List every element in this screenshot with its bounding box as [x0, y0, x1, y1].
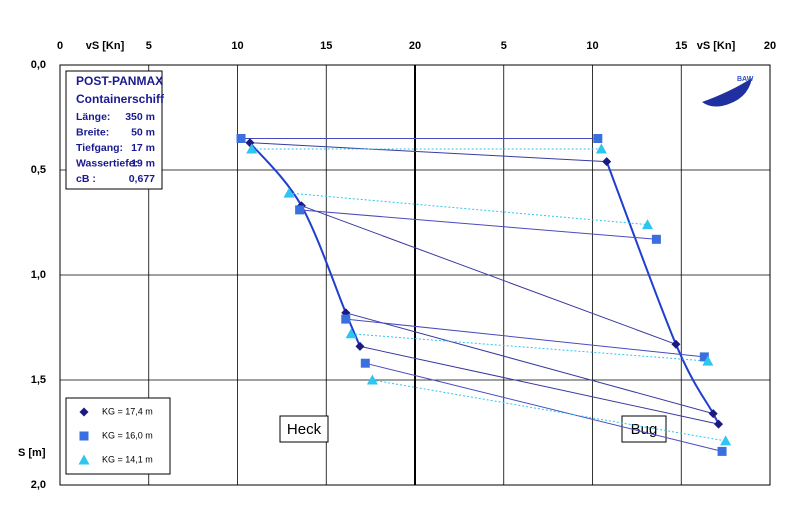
- legend-label: KG = 16,0 m: [102, 430, 153, 440]
- point: [236, 134, 246, 143]
- y-tick-label: 0,0: [31, 59, 46, 71]
- point: [714, 419, 724, 429]
- info-label: Länge:: [76, 111, 110, 123]
- legend-label: KG = 17,4 m: [102, 406, 153, 416]
- panel-label-frame: [279, 415, 329, 443]
- point: [360, 358, 370, 368]
- y-tick-label: 1,5: [31, 374, 46, 386]
- info-subtitle: Containerschiff: [76, 92, 165, 106]
- point: [355, 341, 365, 351]
- info-label: Breite:: [76, 126, 109, 138]
- info-value: 19 m: [131, 157, 155, 169]
- x-axis-label: vS [Kn]: [697, 40, 736, 52]
- point: [642, 219, 654, 230]
- x-tick-label: 0: [57, 40, 63, 52]
- legend-marker: [78, 454, 90, 465]
- connector-line: [249, 142, 607, 163]
- legend-marker: [79, 407, 89, 417]
- legend-label: KG = 14,1 m: [102, 454, 153, 464]
- connector-line: [345, 318, 705, 358]
- panel-label-frame: [621, 415, 667, 443]
- point: [671, 339, 681, 349]
- point: [283, 187, 295, 198]
- point: [366, 374, 378, 385]
- info-title: POST-PANMAX: [76, 74, 163, 88]
- logo: BAW: [702, 76, 754, 107]
- logo-shape: [702, 78, 752, 107]
- connector-line: [345, 312, 714, 415]
- info-value: 350 m: [125, 111, 155, 123]
- point: [651, 234, 661, 244]
- point: [295, 205, 305, 215]
- info-frame: [65, 70, 163, 190]
- point: [702, 355, 714, 366]
- panel-label: Heck: [287, 421, 322, 438]
- info-box: POST-PANMAX Containerschiff: [65, 70, 165, 190]
- x-tick-label: 20: [764, 40, 776, 52]
- connector-line: [299, 209, 657, 240]
- x-axis-label: vS [Kn]: [86, 40, 125, 52]
- info-label: cB :: [76, 173, 96, 185]
- connector-line: [365, 362, 723, 452]
- point: [699, 352, 709, 362]
- x-tick-label: 5: [501, 40, 507, 52]
- point: [717, 446, 727, 456]
- point: [602, 157, 612, 167]
- info-label: Wassertiefe:: [76, 157, 138, 169]
- connector-line: [359, 345, 719, 425]
- y-tick-label: 0,5: [31, 164, 46, 176]
- legend-marker: [79, 431, 89, 441]
- info-value: 17 m: [131, 142, 155, 154]
- x-tick-label: 15: [320, 40, 332, 52]
- x-tick-label: 10: [231, 40, 243, 52]
- logo-text: BAW: [737, 76, 754, 83]
- point: [720, 435, 732, 446]
- x-tick-label: 5: [146, 40, 152, 52]
- trend-curve: [249, 142, 361, 347]
- info-value: 0,677: [129, 173, 155, 185]
- info-label: Tiefgang:: [76, 142, 123, 154]
- y-tick-label: 2,0: [31, 479, 46, 491]
- point: [595, 143, 607, 154]
- x-tick-label: 15: [675, 40, 687, 52]
- point: [246, 143, 258, 154]
- y-tick-label: 1,0: [31, 269, 46, 281]
- x-tick-label: 20: [409, 40, 421, 52]
- x-tick-label: 10: [586, 40, 598, 52]
- point: [345, 328, 357, 339]
- connector-line: [301, 205, 677, 345]
- info-value: 50 m: [131, 126, 155, 138]
- point: [593, 134, 603, 143]
- point: [341, 314, 351, 324]
- point: [708, 409, 718, 419]
- y-axis-label: S [m]: [18, 447, 46, 459]
